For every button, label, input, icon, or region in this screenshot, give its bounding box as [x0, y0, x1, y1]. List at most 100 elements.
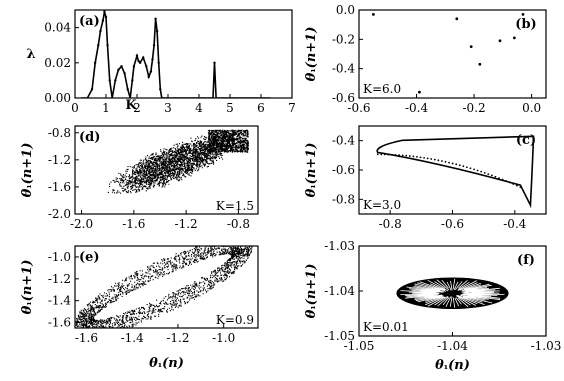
x-tick-label: -1.6 [122, 217, 145, 231]
data-point [90, 88, 94, 91]
x-tick-label: -2.0 [70, 217, 93, 231]
data-point [521, 13, 525, 16]
plot-area [81, 10, 271, 98]
panel-label: (e) [79, 250, 100, 265]
data-point [123, 72, 126, 75]
data-point [380, 153, 383, 156]
y-tick-label: -1.4 [48, 294, 72, 308]
data-point [104, 15, 108, 19]
x-tick-label: -0.4 [405, 101, 429, 115]
data-point [117, 68, 120, 72]
x-tick-label: -1.0 [212, 331, 235, 345]
data-point [441, 160, 443, 162]
data-point [126, 88, 129, 91]
data-point [512, 36, 516, 40]
data-point [152, 44, 156, 47]
y-axis-label: θ₁(n+1) [20, 260, 35, 315]
k-annotation: K=0.01 [363, 320, 409, 334]
panel-label: (b) [515, 17, 536, 32]
panel-c: -0.8 -0.6 -0.4 -0.4 -0.6 -0.8 (c) K=3.0 θ₁(n+1) [304, 125, 547, 231]
data-point [423, 156, 425, 159]
panel-e: -1.6 -1.4 -1.2 -1.0 -1.0 -1.2 -1.4 -1.6 (e) K=0.9… [20, 245, 259, 371]
data-point [494, 175, 497, 178]
x-tick-label: -0.6 [441, 217, 464, 231]
x-tick-label: -0.8 [227, 217, 250, 231]
data-point [138, 61, 142, 64]
data-point [213, 61, 216, 64]
y-tick-label: -0.4 [332, 62, 356, 76]
panel-label: (f) [517, 253, 535, 268]
data-point [430, 158, 433, 160]
data-point [437, 159, 440, 162]
x-tick-label: -1.4 [121, 331, 145, 345]
data-point [387, 153, 390, 156]
x-tick-label: 4 [195, 101, 203, 115]
y-tick-label: 0.0 [336, 3, 355, 17]
data-point [419, 156, 422, 159]
y-axis-label: θ₁(n+1) [304, 143, 319, 198]
data-point [159, 88, 162, 91]
data-point [498, 39, 502, 43]
data-point [398, 154, 401, 157]
data-point [120, 65, 123, 68]
y-tick-label: -1.0 [48, 250, 71, 264]
panel-a: 0 1 2 3 4 5 6 7 0.00 0.02 0.04 (a) λ K [26, 9, 296, 115]
x-tick-label: -0.8 [379, 217, 402, 231]
data-point [418, 90, 421, 94]
panel-b: -0.6 -0.4 -0.2 0.0 0.0 -0.2 -0.4 -0.6 (b) K=6.0 θ₁… [304, 3, 547, 115]
data-point [145, 65, 148, 68]
data-point [469, 45, 473, 49]
y-tick-label: -0.4 [332, 134, 356, 148]
y-axis-label: θ₁(n+1) [304, 27, 319, 82]
data-point [106, 44, 109, 47]
y-tick-label: -1.2 [48, 272, 71, 286]
x-tick-label: -1.2 [175, 217, 198, 231]
x-tick-label: 2 [133, 101, 141, 115]
y-axis-label: λ [26, 47, 35, 62]
data-point [448, 161, 450, 164]
y-axis-label: θ₁(n+1) [20, 143, 35, 198]
data-point [444, 160, 447, 163]
x-tick-label: 0 [71, 101, 79, 115]
data-point [101, 19, 105, 22]
data-point [416, 155, 418, 158]
x-tick-label: 3 [164, 101, 172, 115]
y-tick-label: -1.6 [48, 180, 71, 194]
data-point [408, 155, 411, 157]
ring-attractor [75, 246, 253, 328]
data-point [131, 79, 134, 82]
lyapunov-line [81, 11, 271, 98]
x-tick-label: -0.6 [347, 101, 370, 115]
data-point [155, 29, 159, 33]
data-point [458, 164, 461, 167]
axes-frame [358, 9, 547, 99]
y-tick-label: -0.8 [48, 126, 71, 140]
y-axis-label: θ₁(n+1) [304, 264, 319, 319]
data-point [476, 169, 479, 172]
y-tick-label: -0.2 [332, 32, 355, 46]
data-point [462, 165, 465, 168]
y-tick-label: 0.00 [44, 91, 71, 105]
data-point [142, 56, 145, 59]
panel-d: -2.0 -1.6 -1.2 -0.8 -0.8 -1.2 -1.6 -2.0 (d) K=1.5… [20, 125, 259, 231]
k-annotation: K=1.5 [216, 199, 254, 213]
data-point [157, 61, 160, 64]
plot-area [396, 277, 509, 309]
plot-area [371, 13, 525, 94]
ellipse-texture [400, 278, 505, 308]
data-point [483, 171, 486, 174]
x-axis-label: θ₁(n) [149, 356, 184, 371]
plot-area [107, 129, 250, 194]
data-point [519, 186, 522, 189]
axes-frame [74, 245, 259, 329]
plot-area [376, 135, 535, 209]
plot-area [75, 246, 253, 328]
y-tick-label: -1.04 [324, 284, 355, 298]
panel-label: (d) [79, 130, 100, 145]
data-point [137, 59, 140, 63]
y-tick-label: -2.0 [48, 207, 71, 221]
data-point [151, 58, 154, 61]
x-axis-label: K [125, 98, 137, 113]
x-tick-label: -0.2 [463, 101, 486, 115]
